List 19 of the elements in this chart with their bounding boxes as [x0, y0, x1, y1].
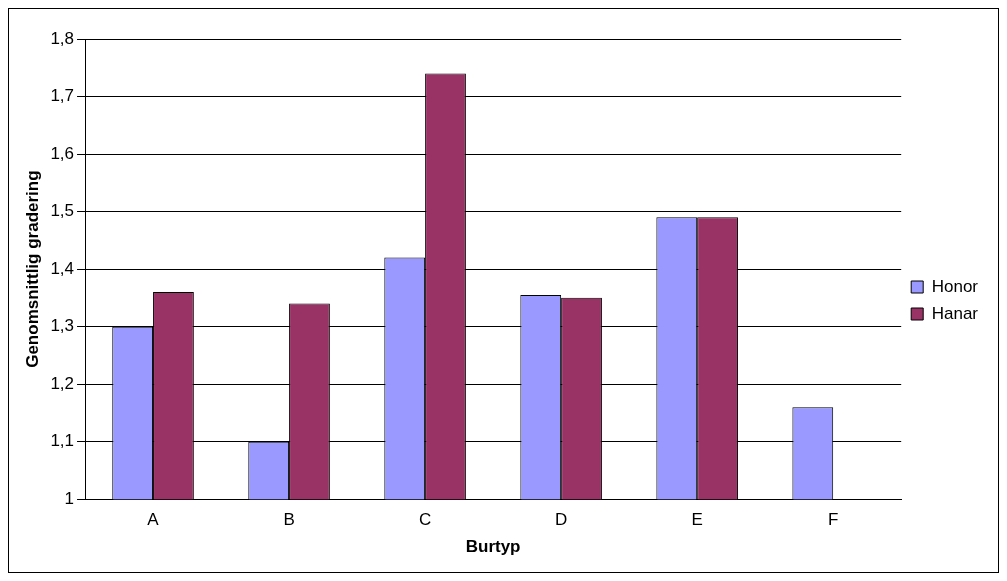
x-tick-label: C [418, 510, 432, 530]
y-tick-label: 1 [64, 488, 75, 508]
x-tick-label: D [554, 510, 568, 530]
y-tick-label: 1,4 [50, 258, 75, 278]
y-tick-label: 1,1 [50, 431, 75, 451]
x-tick-label: E [691, 510, 703, 530]
y-tick-label: 1,7 [50, 86, 75, 106]
y-tick-label: 1,8 [50, 28, 75, 48]
y-tick-label: 1,6 [50, 143, 75, 163]
legend-label: Hanar [931, 303, 979, 323]
x-axis-title: Burtyp [465, 537, 521, 557]
x-tick-label: B [283, 510, 295, 530]
y-tick-label: 1,3 [50, 316, 75, 336]
y-tick-label: 1,2 [50, 373, 75, 393]
x-tick-label: F [827, 510, 839, 530]
legend-label: Honor [931, 276, 979, 296]
y-tick-label: 1,5 [50, 201, 75, 221]
y-axis-title: Genomsnittlig gradering [22, 170, 42, 368]
x-tick-label: A [147, 510, 160, 530]
